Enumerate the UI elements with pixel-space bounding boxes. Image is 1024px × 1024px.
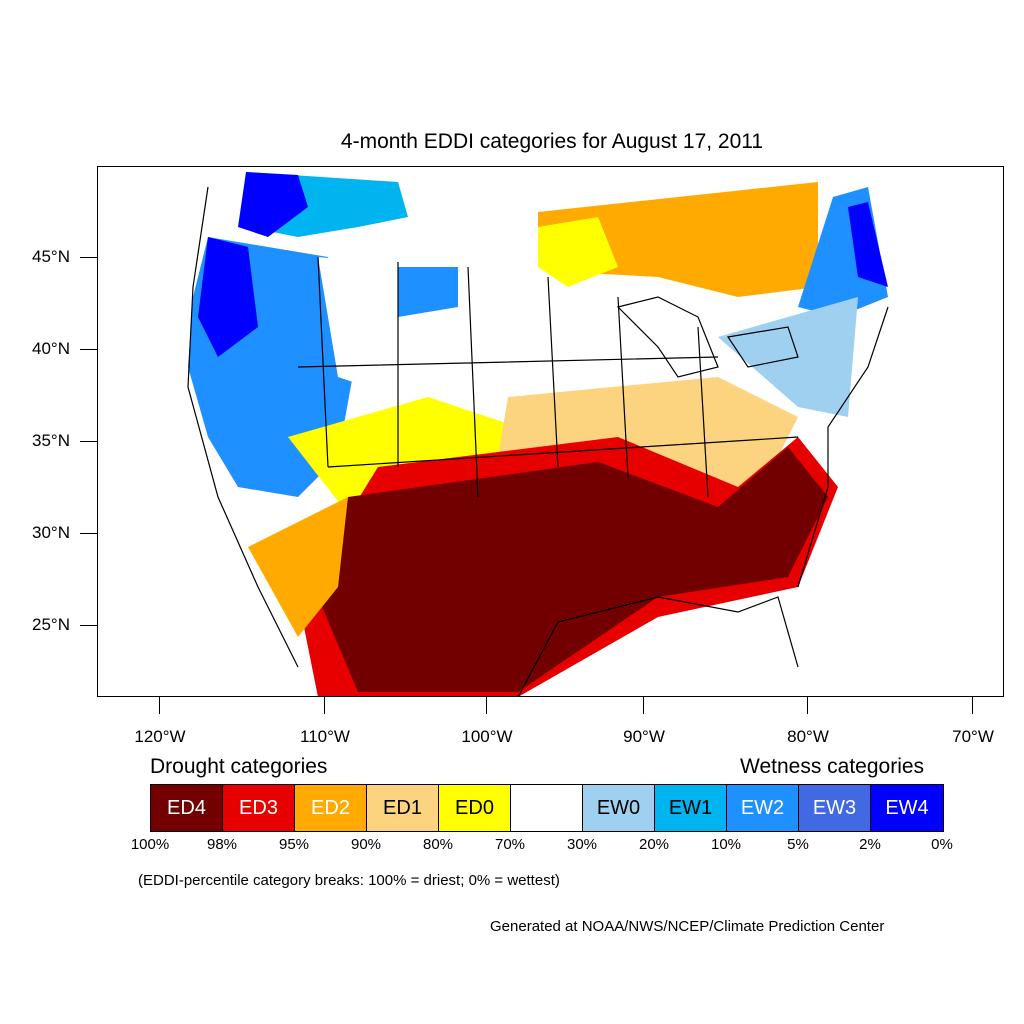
legend-box-neutral xyxy=(511,785,583,831)
category-legend: ED4 ED3 ED2 ED1 ED0 EW0 EW1 EW2 EW3 EW4 xyxy=(150,784,944,832)
southern-plains-ed4 xyxy=(318,447,828,692)
percentile-label: 5% xyxy=(787,836,809,853)
credit-line: Generated at NOAA/NWS/NCEP/Climate Predi… xyxy=(490,918,885,935)
lat-tick xyxy=(80,441,97,442)
lat-tick xyxy=(80,533,97,534)
percentile-label: 100% xyxy=(130,836,170,853)
lon-label-90: 90°W xyxy=(623,727,665,746)
coastline-east xyxy=(797,306,889,588)
montana-ew2 xyxy=(398,267,458,317)
map-plot-area xyxy=(97,166,1004,697)
lat-label-30: 30°N xyxy=(32,523,70,542)
wetness-heading: Wetness categories xyxy=(740,755,925,778)
legend-box-ed2: ED2 xyxy=(295,785,367,831)
lon-label-100: 100°W xyxy=(461,727,513,746)
bc-ew4-region xyxy=(238,172,308,237)
northeast-wet xyxy=(718,297,858,417)
percentile-label: 30% xyxy=(566,836,598,853)
state-borders xyxy=(297,256,799,498)
legend-box-ew0: EW0 xyxy=(583,785,655,831)
percentile-label: 10% xyxy=(710,836,742,853)
lat-tick xyxy=(80,625,97,626)
percentile-label: 80% xyxy=(422,836,454,853)
percentile-label: 20% xyxy=(638,836,670,853)
coastline-west xyxy=(187,186,299,668)
percentile-label: 0% xyxy=(931,836,953,853)
lat-label-35: 35°N xyxy=(32,431,70,450)
eddi-map xyxy=(187,172,889,696)
legend-box-ew1: EW1 xyxy=(655,785,727,831)
lat-tick xyxy=(80,349,97,350)
great-lakes xyxy=(616,296,799,378)
legend-box-ew2: EW2 xyxy=(727,785,799,831)
lon-label-80: 80°W xyxy=(787,727,829,746)
lon-tick xyxy=(159,697,160,714)
percentile-label: 70% xyxy=(494,836,526,853)
percentile-label: 95% xyxy=(278,836,310,853)
coastline-gulf xyxy=(517,596,799,696)
map-title: 4-month EDDI categories for August 17, 2… xyxy=(340,130,764,153)
legend-box-ed0: ED0 xyxy=(439,785,511,831)
lat-label-40: 40°N xyxy=(32,339,70,358)
lon-label-110: 110°W xyxy=(300,727,350,746)
lon-tick xyxy=(807,697,808,714)
percentile-label: 90% xyxy=(350,836,382,853)
legend-box-ew3: EW3 xyxy=(799,785,871,831)
quebec-ew4 xyxy=(848,202,888,287)
legend-box-ed3: ED3 xyxy=(223,785,295,831)
percentile-label: 98% xyxy=(206,836,238,853)
percentile-label: 2% xyxy=(859,836,881,853)
lon-tick xyxy=(972,697,973,714)
lon-tick xyxy=(486,697,487,714)
legend-box-ew4: EW4 xyxy=(871,785,943,831)
lon-tick xyxy=(643,697,644,714)
legend-box-ed4: ED4 xyxy=(151,785,223,831)
category-note: (EDDI-percentile category breaks: 100% =… xyxy=(138,872,560,889)
lon-label-120: 120°W xyxy=(134,727,186,746)
legend-box-ed1: ED1 xyxy=(367,785,439,831)
lat-label-45: 45°N xyxy=(32,247,70,266)
southwest-ed2 xyxy=(248,497,348,637)
lat-label-25: 25°N xyxy=(32,615,70,634)
ontario-ed0-region xyxy=(538,217,618,287)
pacific-nw-ew4 xyxy=(198,237,258,357)
lon-tick xyxy=(324,697,325,714)
lon-label-70: 70°W xyxy=(952,727,994,746)
drought-heading: Drought categories xyxy=(150,755,328,778)
lat-tick xyxy=(80,257,97,258)
